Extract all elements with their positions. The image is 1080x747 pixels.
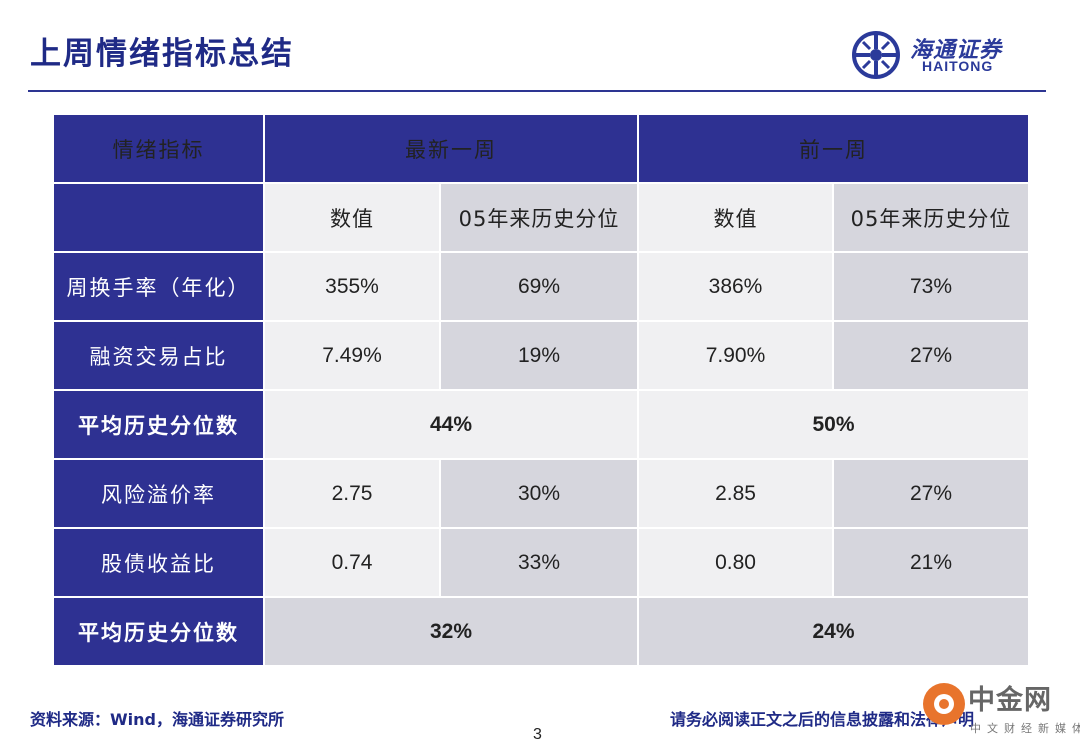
table-row: 融资交易占比 7.49% 19% 7.90% 27% <box>52 320 1030 391</box>
row-label: 周换手率（年化） <box>52 251 265 322</box>
cell-value: 0.80 <box>637 527 834 598</box>
source-note: 资料来源：Wind，海通证券研究所 <box>30 710 284 729</box>
cell-value: 7.49% <box>263 320 441 391</box>
watermark-logo-icon <box>923 683 965 725</box>
row-label: 风险溢价率 <box>52 458 265 529</box>
cell-value: 2.85 <box>637 458 834 529</box>
average-row: 平均历史分位数 44% 50% <box>52 389 1030 460</box>
disclaimer-note: 请务必阅读正文之后的信息披露和法律声明 <box>670 710 975 729</box>
watermark: 中金网 中文财经新媒体 <box>918 676 1080 742</box>
logo-text-cn: 海通证券 <box>910 38 1003 63</box>
subheader-blank <box>52 182 265 253</box>
table-header-row: 情绪指标 最新一周 前一周 <box>52 113 1030 184</box>
average-latest: 32% <box>263 596 639 667</box>
cell-value: 0.74 <box>263 527 441 598</box>
table-row: 周换手率（年化） 355% 69% 386% 73% <box>52 251 1030 322</box>
cell-percentile: 21% <box>832 527 1030 598</box>
average-latest: 44% <box>263 389 639 460</box>
watermark-text: 中金网 <box>968 685 1052 716</box>
row-label: 股债收益比 <box>52 527 265 598</box>
table-subheader-row: 数值 05年来历史分位 数值 05年来历史分位 <box>52 182 1030 253</box>
header-divider <box>28 90 1046 92</box>
row-label: 融资交易占比 <box>52 320 265 391</box>
subheader-value: 数值 <box>637 182 834 253</box>
cell-value: 355% <box>263 251 441 322</box>
sentiment-table: 情绪指标 最新一周 前一周 数值 05年来历史分位 数值 05年来历史分位 周换… <box>52 113 1030 667</box>
average-row-label: 平均历史分位数 <box>52 389 265 460</box>
table-row: 风险溢价率 2.75 30% 2.85 27% <box>52 458 1030 529</box>
cell-value: 2.75 <box>263 458 441 529</box>
page-title: 上周情绪指标总结 <box>30 36 294 72</box>
average-row-label: 平均历史分位数 <box>52 596 265 667</box>
cell-percentile: 69% <box>439 251 639 322</box>
cell-percentile: 27% <box>832 458 1030 529</box>
cell-percentile: 27% <box>832 320 1030 391</box>
header-latest-week: 最新一周 <box>263 113 639 184</box>
average-previous: 50% <box>637 389 1030 460</box>
cell-value: 7.90% <box>637 320 834 391</box>
haitong-logo: 海通证券 HAITONG <box>850 30 1050 80</box>
page-number: 3 <box>533 726 542 743</box>
logo-text-en: HAITONG <box>922 58 994 74</box>
header-previous-week: 前一周 <box>637 113 1030 184</box>
cell-percentile: 73% <box>832 251 1030 322</box>
subheader-value: 数值 <box>263 182 441 253</box>
average-previous: 24% <box>637 596 1030 667</box>
haitong-emblem-icon <box>852 31 900 79</box>
watermark-subtext: 中文财经新媒体 <box>970 722 1080 735</box>
cell-percentile: 33% <box>439 527 639 598</box>
cell-percentile: 19% <box>439 320 639 391</box>
cell-value: 386% <box>637 251 834 322</box>
subheader-percentile: 05年来历史分位 <box>832 182 1030 253</box>
header-indicator: 情绪指标 <box>52 113 265 184</box>
average-row: 平均历史分位数 32% 24% <box>52 596 1030 667</box>
table-row: 股债收益比 0.74 33% 0.80 21% <box>52 527 1030 598</box>
subheader-percentile: 05年来历史分位 <box>439 182 639 253</box>
cell-percentile: 30% <box>439 458 639 529</box>
